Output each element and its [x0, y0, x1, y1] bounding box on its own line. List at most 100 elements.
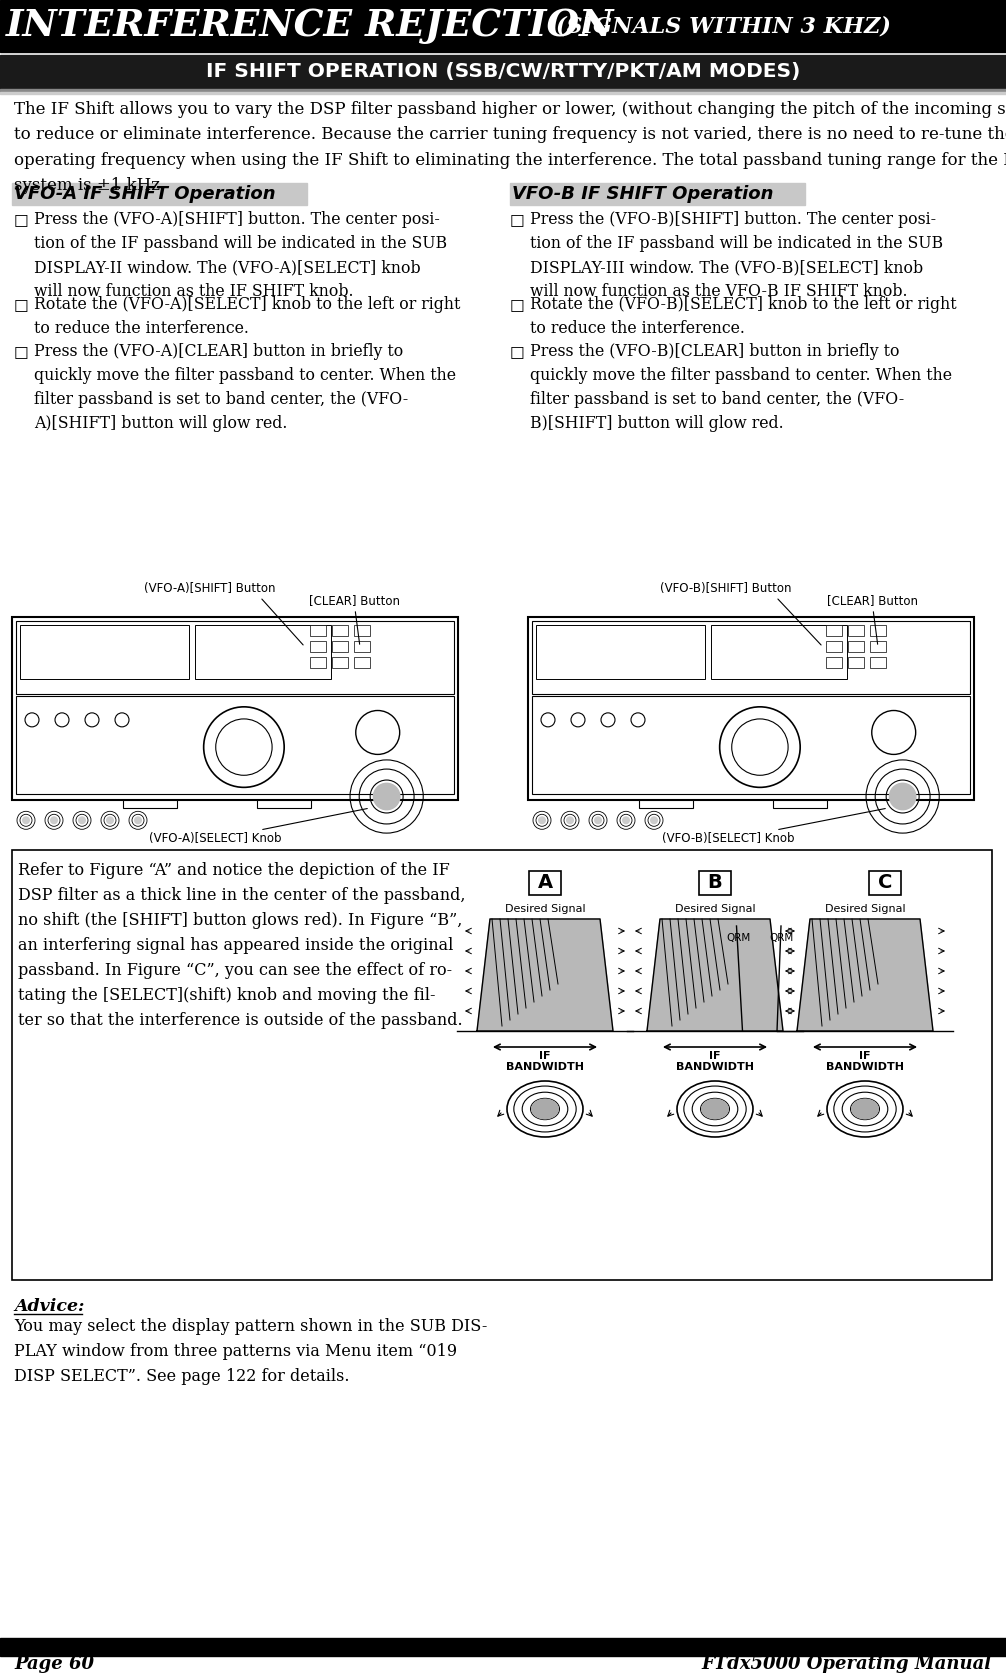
- Text: [CLEAR] Button: [CLEAR] Button: [310, 595, 400, 606]
- Bar: [826, 642, 842, 652]
- Bar: [332, 642, 348, 652]
- Bar: [16, 621, 454, 693]
- Bar: [870, 625, 886, 636]
- Bar: [848, 642, 864, 652]
- Text: □: □: [14, 296, 29, 313]
- Bar: [332, 625, 348, 636]
- Bar: [529, 871, 561, 894]
- Bar: [870, 657, 886, 668]
- Text: □: □: [14, 211, 29, 228]
- Bar: [12, 183, 307, 204]
- Text: (VFO-B)[SELECT] Knob: (VFO-B)[SELECT] Knob: [662, 832, 795, 844]
- Text: (VFO-B)[SHIFT] Button: (VFO-B)[SHIFT] Button: [660, 581, 792, 595]
- Circle shape: [50, 816, 58, 824]
- Bar: [536, 625, 705, 678]
- Text: IF
BANDWIDTH: IF BANDWIDTH: [676, 1050, 754, 1072]
- Text: Page 60: Page 60: [14, 1655, 94, 1673]
- Ellipse shape: [852, 1099, 878, 1119]
- Bar: [640, 801, 693, 807]
- Text: IF SHIFT OPERATION (SSB/CW/RTTY/PKT/AM MODES): IF SHIFT OPERATION (SSB/CW/RTTY/PKT/AM M…: [206, 62, 800, 82]
- Text: Rotate the (VFO-B)[SELECT] knob to the left or right
to reduce the interference.: Rotate the (VFO-B)[SELECT] knob to the l…: [530, 296, 957, 337]
- Text: (VFO-A)[SHIFT] Button: (VFO-A)[SHIFT] Button: [144, 581, 276, 595]
- Circle shape: [888, 782, 916, 811]
- Text: (SIGNALS WITHIN 3 KHZ): (SIGNALS WITHIN 3 KHZ): [556, 15, 891, 37]
- Circle shape: [538, 816, 546, 824]
- Circle shape: [22, 816, 30, 824]
- Bar: [711, 625, 847, 678]
- Bar: [311, 625, 326, 636]
- Circle shape: [373, 782, 400, 811]
- Bar: [826, 625, 842, 636]
- Bar: [12, 616, 458, 801]
- Circle shape: [134, 816, 142, 824]
- Text: QRM: QRM: [769, 933, 794, 943]
- Bar: [870, 642, 886, 652]
- Bar: [532, 695, 970, 794]
- Bar: [0, 89, 1006, 92]
- Ellipse shape: [702, 1099, 728, 1119]
- Polygon shape: [647, 920, 783, 1032]
- Bar: [311, 642, 326, 652]
- Bar: [532, 621, 970, 693]
- Bar: [332, 657, 348, 668]
- Circle shape: [78, 816, 86, 824]
- Bar: [311, 657, 326, 668]
- Text: IF
BANDWIDTH: IF BANDWIDTH: [506, 1050, 584, 1072]
- Bar: [0, 0, 1006, 52]
- Bar: [195, 625, 331, 678]
- Circle shape: [650, 816, 658, 824]
- Polygon shape: [477, 920, 613, 1032]
- Text: Press the (VFO-A)[CLEAR] button in briefly to
quickly move the filter passband t: Press the (VFO-A)[CLEAR] button in brief…: [34, 343, 456, 432]
- Bar: [0, 1638, 1006, 1657]
- Bar: [0, 92, 1006, 94]
- Text: Press the (VFO-A)[SHIFT] button. The center posi-
tion of the IF passband will b: Press the (VFO-A)[SHIFT] button. The cen…: [34, 211, 447, 300]
- Text: □: □: [510, 211, 525, 228]
- Text: [CLEAR] Button: [CLEAR] Button: [828, 595, 918, 606]
- Bar: [20, 625, 189, 678]
- Bar: [869, 871, 901, 894]
- Polygon shape: [797, 920, 933, 1032]
- Text: FTdx5000 Operating Manual: FTdx5000 Operating Manual: [702, 1655, 992, 1673]
- Text: A: A: [537, 873, 552, 893]
- Bar: [528, 616, 974, 801]
- Bar: [699, 871, 731, 894]
- Circle shape: [622, 816, 630, 824]
- Circle shape: [566, 816, 574, 824]
- Bar: [826, 657, 842, 668]
- Bar: [354, 657, 370, 668]
- Bar: [16, 695, 454, 794]
- Bar: [848, 625, 864, 636]
- Bar: [258, 801, 311, 807]
- Text: INTERFERENCE REJECTION: INTERFERENCE REJECTION: [6, 7, 615, 45]
- Text: Rotate the (VFO-A)[SELECT] knob to the left or right
to reduce the interference.: Rotate the (VFO-A)[SELECT] knob to the l…: [34, 296, 461, 337]
- Bar: [354, 642, 370, 652]
- Text: □: □: [510, 343, 525, 360]
- Text: QRM: QRM: [726, 933, 750, 943]
- Text: Press the (VFO-B)[CLEAR] button in briefly to
quickly move the filter passband t: Press the (VFO-B)[CLEAR] button in brief…: [530, 343, 952, 432]
- Text: You may select the display pattern shown in the SUB DIS-
PLAY window from three : You may select the display pattern shown…: [14, 1318, 487, 1385]
- Circle shape: [106, 816, 114, 824]
- Text: □: □: [14, 343, 29, 360]
- Bar: [0, 55, 1006, 89]
- Text: □: □: [510, 296, 525, 313]
- Text: Desired Signal: Desired Signal: [675, 905, 756, 915]
- Text: (VFO-A)[SELECT] Knob: (VFO-A)[SELECT] Knob: [149, 832, 282, 844]
- Text: VFO-A IF SHIFT Operation: VFO-A IF SHIFT Operation: [14, 184, 276, 203]
- Bar: [510, 183, 805, 204]
- Text: Press the (VFO-B)[SHIFT] button. The center posi-
tion of the IF passband will b: Press the (VFO-B)[SHIFT] button. The cen…: [530, 211, 943, 300]
- Text: Refer to Figure “A” and notice the depiction of the IF
DSP filter as a thick lin: Refer to Figure “A” and notice the depic…: [18, 863, 466, 1030]
- Bar: [774, 801, 827, 807]
- Bar: [12, 849, 992, 1280]
- Text: C: C: [878, 873, 892, 893]
- Text: Desired Signal: Desired Signal: [825, 905, 905, 915]
- Text: B: B: [707, 873, 722, 893]
- Bar: [354, 625, 370, 636]
- Text: The IF Shift allows you to vary the DSP filter passband higher or lower, (withou: The IF Shift allows you to vary the DSP …: [14, 100, 1006, 194]
- Bar: [124, 801, 177, 807]
- Circle shape: [594, 816, 602, 824]
- Bar: [848, 657, 864, 668]
- Text: VFO-B IF SHIFT Operation: VFO-B IF SHIFT Operation: [512, 184, 774, 203]
- Text: Desired Signal: Desired Signal: [505, 905, 585, 915]
- Ellipse shape: [532, 1099, 558, 1119]
- Text: Advice:: Advice:: [14, 1298, 85, 1315]
